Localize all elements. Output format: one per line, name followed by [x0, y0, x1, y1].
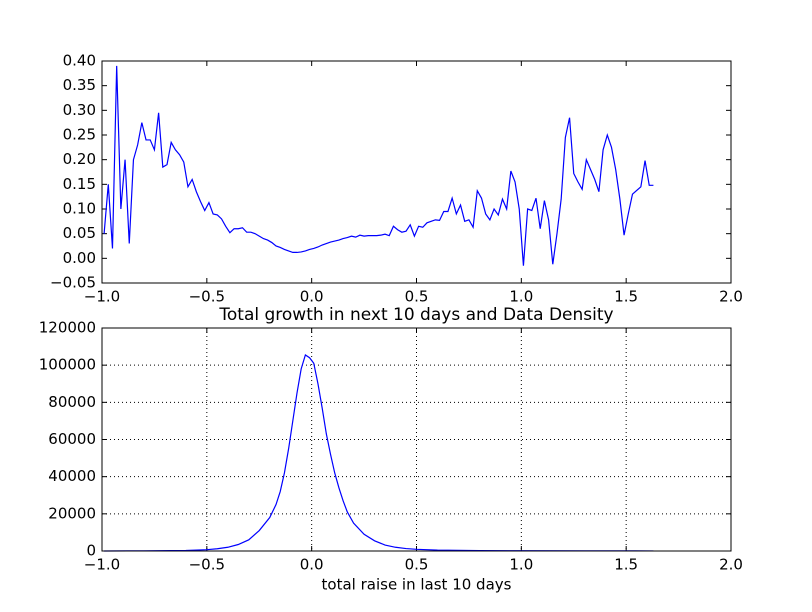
y-tick-label: −0.05	[50, 274, 96, 292]
y-tick-label: 60000	[48, 430, 96, 448]
x-tick-label: −1.0	[84, 556, 120, 574]
y-tick-label: 80000	[48, 393, 96, 411]
x-tick-label: 0.5	[405, 556, 429, 574]
y-tick-label: 0	[86, 542, 96, 560]
x-tick-label: 2.0	[719, 288, 743, 306]
y-tick-label: 0.25	[63, 126, 96, 144]
x-tick-label: −0.5	[189, 556, 225, 574]
x-tick-label: 1.0	[509, 556, 533, 574]
y-tick-label: 20000	[48, 504, 96, 522]
y-tick-label: 0.35	[63, 76, 96, 94]
x-tick-label: 0.0	[300, 556, 324, 574]
axes-frame	[101, 327, 732, 552]
axes-frame	[101, 60, 732, 284]
x-tick-label: 1.0	[509, 288, 533, 306]
y-tick-label: 40000	[48, 467, 96, 485]
x-tick-label: 2.0	[719, 556, 743, 574]
x-tick-label: 0.5	[405, 288, 429, 306]
y-tick-label: 0.05	[63, 224, 96, 242]
data-line	[104, 354, 654, 552]
chart-title: Total growth in next 10 days and Data De…	[218, 305, 613, 325]
y-tick-label: 0.20	[63, 150, 96, 168]
y-tick-label: 0.15	[63, 175, 96, 193]
y-tick-label: 0.30	[63, 101, 96, 119]
y-tick-label: 100000	[39, 356, 96, 374]
x-tick-label: −0.5	[189, 288, 225, 306]
x-axis-label: total raise in last 10 days	[322, 576, 512, 594]
y-tick-label: 120000	[39, 319, 96, 337]
y-tick-label: 0.10	[63, 200, 96, 218]
y-tick-label: 0.00	[63, 249, 96, 267]
x-tick-label: 1.5	[614, 288, 638, 306]
data-line	[103, 65, 654, 266]
y-tick-label: 0.40	[63, 52, 96, 70]
x-tick-label: −1.0	[84, 288, 120, 306]
x-tick-label: 0.0	[300, 288, 324, 306]
x-tick-label: 1.5	[614, 556, 638, 574]
